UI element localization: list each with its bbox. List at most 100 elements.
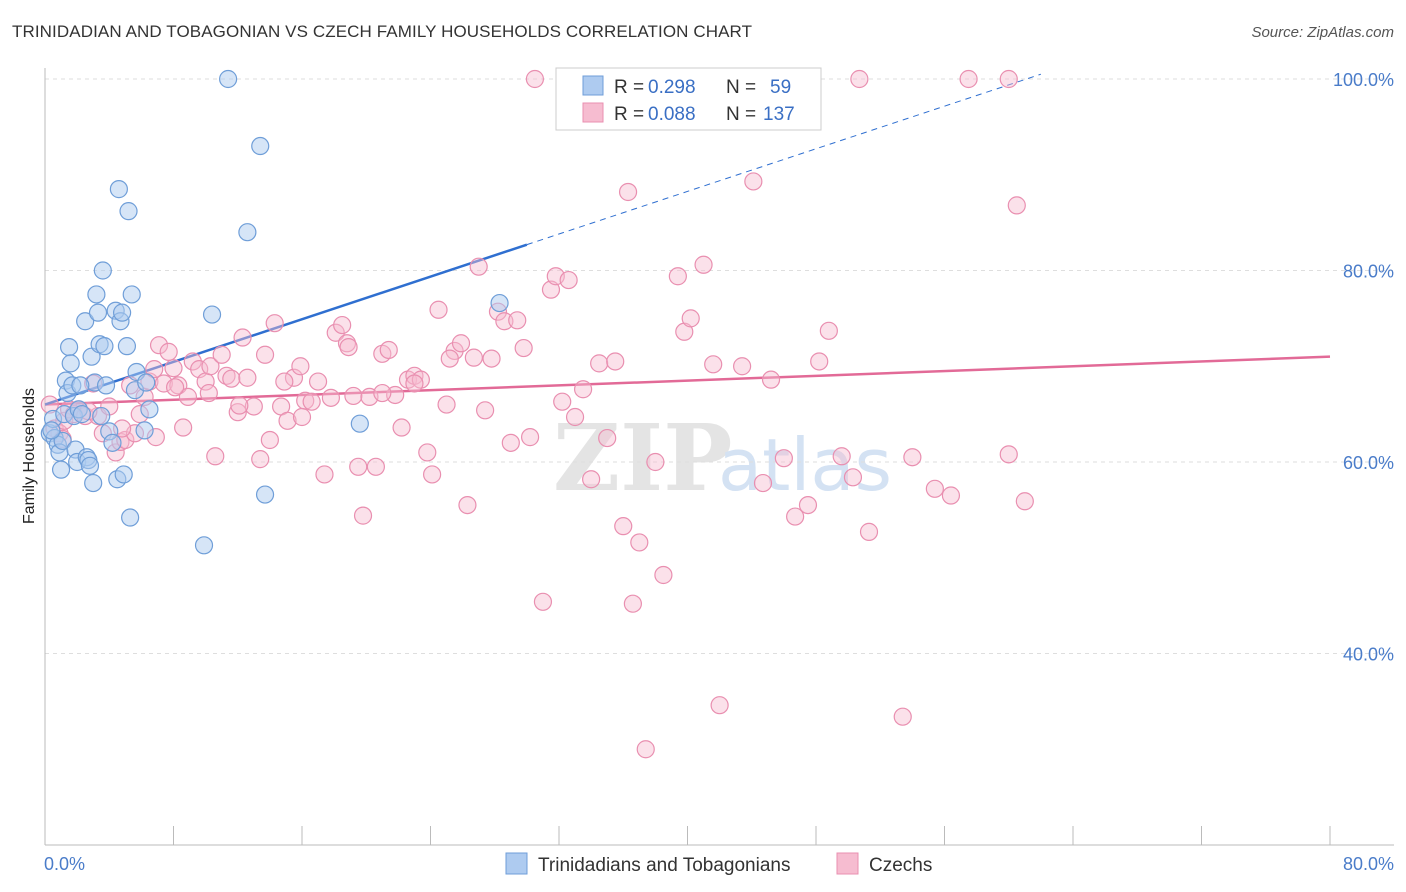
x-tick-label-min: 0.0% xyxy=(44,854,85,874)
czechs-point-36 xyxy=(228,403,247,422)
trinidadian-point-42 xyxy=(121,508,140,527)
czechs-point-68 xyxy=(418,443,437,462)
czechs-point-33 xyxy=(212,345,231,364)
czechs-point-52 xyxy=(321,388,341,407)
czechs-point-70 xyxy=(429,300,448,319)
czechs-point-95 xyxy=(598,428,617,448)
trinidadian-point-11 xyxy=(61,354,80,373)
trinidadian-point-26 xyxy=(88,303,108,322)
series-legend: Trinidadians and Tobagonians Czechs xyxy=(505,852,932,876)
czechs-point-26 xyxy=(174,418,193,437)
czechs-point-84 xyxy=(520,428,540,447)
trinidadian-point-18 xyxy=(76,312,95,331)
legend-swatch-blue xyxy=(582,75,604,96)
czechs-point-130 xyxy=(1015,492,1034,511)
czechs-point-47 xyxy=(291,357,310,376)
czechs-point-83 xyxy=(514,338,533,358)
series-legend-label-pink: Czechs xyxy=(869,855,932,876)
czechs-point-43 xyxy=(265,314,284,333)
czechs-point-117 xyxy=(798,495,818,515)
czechs-point-102 xyxy=(646,452,665,472)
trend-line-trinidadian-extension xyxy=(526,73,1042,246)
czechs-point-115 xyxy=(774,449,793,468)
czechs-point-24 xyxy=(164,359,183,378)
czechs-point-82 xyxy=(508,311,527,330)
czechs-point-104 xyxy=(668,267,687,286)
czechs-point-49 xyxy=(302,392,321,411)
trinidadian-point-29 xyxy=(93,261,112,280)
czechs-point-89 xyxy=(553,392,572,411)
czechs-point-37 xyxy=(233,328,252,347)
czechs-point-118 xyxy=(810,352,829,371)
czechs-point-131 xyxy=(999,445,1018,464)
czechs-point-81 xyxy=(501,433,520,452)
czechs-point-144 xyxy=(373,383,392,403)
trinidadian-point-28 xyxy=(92,406,111,426)
czechs-point-78 xyxy=(482,349,501,368)
czechs-point-121 xyxy=(843,468,863,487)
y-tick-label-80: 80.0% xyxy=(1343,262,1394,282)
trinidadian-point-5 xyxy=(51,460,71,479)
trinidadian-point-31 xyxy=(96,376,116,395)
czechs-point-120 xyxy=(832,447,851,466)
trinidadian-point-57 xyxy=(42,421,61,440)
czechs-point-58 xyxy=(353,506,373,525)
czechs-point-106 xyxy=(681,309,700,328)
trinidadian-point-58 xyxy=(71,376,90,395)
czechs-point-32 xyxy=(206,447,225,466)
czechs-point-108 xyxy=(704,355,723,374)
czechs-point-98 xyxy=(618,182,638,202)
czechs-point-42 xyxy=(260,430,279,450)
trinidadian-point-55 xyxy=(350,414,369,433)
trinidadian-point-54 xyxy=(255,485,275,504)
czechs-point-40 xyxy=(251,450,270,469)
czechs-point-45 xyxy=(278,411,297,430)
czechs-point-54 xyxy=(333,315,352,335)
czechs-point-27 xyxy=(178,387,198,406)
legend-n-label-pink: N = xyxy=(726,104,756,125)
czechs-point-39 xyxy=(244,397,263,416)
czechs-point-60 xyxy=(366,457,385,476)
trinidadian-point-43 xyxy=(122,285,141,304)
y-tick-label-40: 40.0% xyxy=(1343,645,1394,665)
trinidadian-point-36 xyxy=(109,180,128,199)
series-legend-swatch-pink xyxy=(836,852,859,875)
czechs-point-73 xyxy=(451,334,471,353)
czechs-point-107 xyxy=(694,255,713,274)
trinidadian-point-51 xyxy=(219,69,238,89)
czechs-point-90 xyxy=(559,270,578,290)
czechs-point-122 xyxy=(850,69,869,89)
czechs-point-124 xyxy=(893,707,912,726)
czechs-point-92 xyxy=(573,380,593,399)
czechs-point-112 xyxy=(744,172,763,191)
trinidadian-point-23 xyxy=(84,473,103,493)
legend-r-value-blue: 0.298 xyxy=(648,77,696,98)
trinidadian-point-50 xyxy=(202,305,222,324)
trinidadian-point-41 xyxy=(119,202,138,221)
czechs-point-141 xyxy=(230,396,249,415)
czechs-point-127 xyxy=(959,69,978,89)
czechs-point-143 xyxy=(339,338,358,357)
series-legend-label-blue: Trinidadians and Tobagonians xyxy=(538,855,790,876)
chart-title: TRINIDADIAN AND TOBAGONIAN VS CZECH FAMI… xyxy=(12,22,753,41)
trinidadian-point-21 xyxy=(80,456,100,475)
axis-labels: 40.0% 60.0% 80.0% 100.0% 0.0% 80.0% xyxy=(44,70,1394,874)
czechs-point-114 xyxy=(761,370,781,389)
czechs-point-109 xyxy=(710,696,729,715)
trinidadian-point-25 xyxy=(87,285,106,304)
czechs-point-62 xyxy=(379,340,398,360)
czechs-point-64 xyxy=(392,418,411,437)
czechs-point-123 xyxy=(859,522,879,541)
czechs-point-41 xyxy=(255,345,275,364)
series-legend-swatch-blue xyxy=(505,852,528,875)
czechs-point-134 xyxy=(292,407,312,427)
czechs-point-113 xyxy=(753,473,773,493)
trinidadian-point-17 xyxy=(72,405,92,424)
trinidadian-point-33 xyxy=(103,433,122,452)
y-tick-label-60: 60.0% xyxy=(1343,453,1394,473)
trinidadian-point-49 xyxy=(194,536,214,555)
y-tick-label-100: 100.0% xyxy=(1333,70,1394,90)
czechs-point-119 xyxy=(819,321,838,340)
trinidadian-point-39 xyxy=(114,465,133,484)
czechs-point-21 xyxy=(149,336,169,355)
